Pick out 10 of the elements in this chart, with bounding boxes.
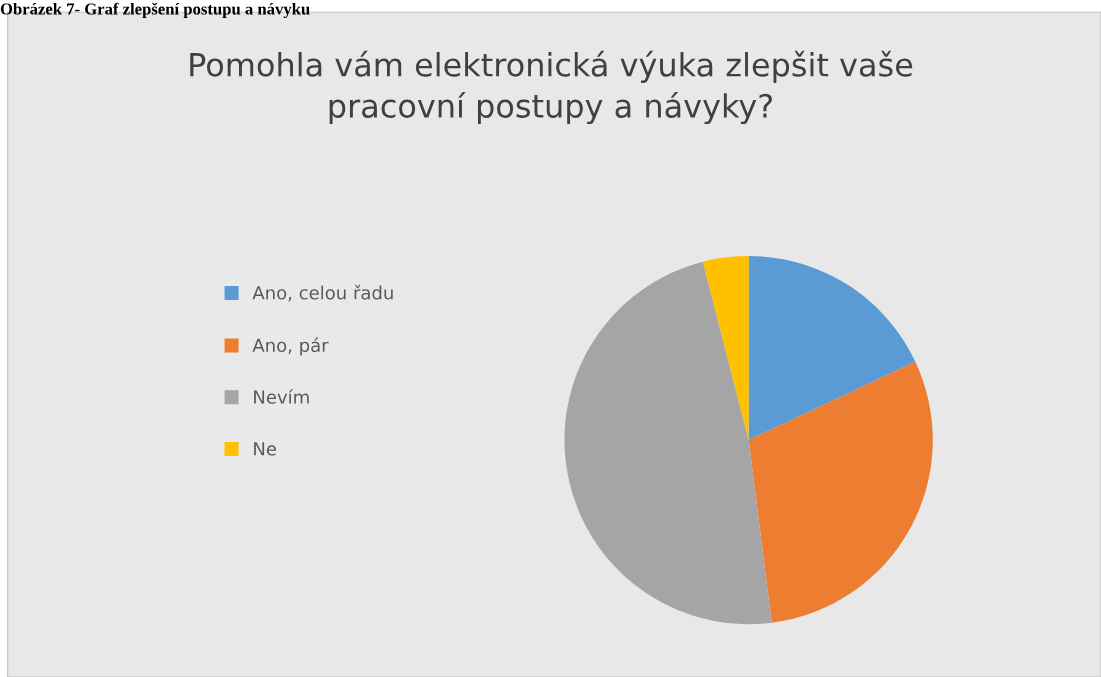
legend-label: Nevím: [254, 389, 309, 404]
text: Obrázek 7- Graf zlepšení postupu a návyku: [0, 2, 310, 19]
pie-slice: [702, 255, 749, 441]
pie-slice: [748, 361, 933, 623]
legend-label: Ne: [254, 442, 276, 456]
chart-title: Pomohla vám elektronická výuka zlepšit vaše pracovní postupy a návyky?: [190, 50, 913, 125]
pie-slice: [564, 261, 772, 625]
pie-slice: [748, 255, 916, 441]
legend-label: Ano, celou řadu: [252, 284, 393, 302]
legend-label: Ano, pár: [252, 337, 329, 356]
